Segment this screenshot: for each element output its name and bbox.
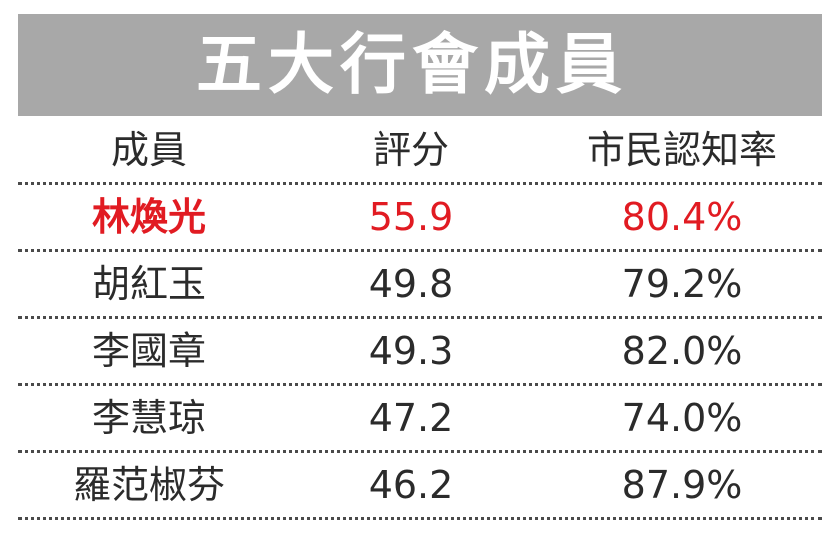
title-bar: 五大行會成員: [18, 14, 822, 116]
member-score: 55.9: [368, 195, 454, 239]
member-name: 羅范椒芬: [72, 463, 225, 507]
member-name: 胡紅玉: [91, 262, 206, 306]
header-member: 成員: [110, 128, 187, 172]
table-row: 李慧琼 47.2 74.0%: [18, 386, 822, 453]
table-header-row: 成員 評分 市民認知率: [18, 118, 822, 185]
member-name: 李慧琼: [91, 396, 206, 440]
header-recognition: 市民認知率: [586, 128, 777, 172]
member-score: 47.2: [368, 396, 454, 440]
table-row: 李國章 49.3 82.0%: [18, 319, 822, 386]
member-recognition: 74.0%: [621, 396, 743, 440]
table-row: 林煥光 55.9 80.4%: [18, 185, 822, 252]
table-title: 五大行會成員: [196, 26, 628, 103]
header-score: 評分: [372, 128, 449, 172]
member-recognition: 80.4%: [621, 195, 743, 239]
member-recognition: 87.9%: [621, 463, 743, 507]
ranking-table: 成員 評分 市民認知率 林煥光 55.9 80.4% 胡紅玉 49.8 79.2…: [18, 118, 822, 520]
member-score: 49.8: [368, 262, 454, 306]
table-row: 羅范椒芬 46.2 87.9%: [18, 453, 822, 520]
table-row: 胡紅玉 49.8 79.2%: [18, 252, 822, 319]
member-name: 林煥光: [91, 195, 206, 239]
member-name: 李國章: [91, 329, 206, 373]
member-recognition: 82.0%: [621, 329, 743, 373]
member-recognition: 79.2%: [621, 262, 743, 306]
member-score: 49.3: [368, 329, 454, 373]
member-score: 46.2: [368, 463, 454, 507]
